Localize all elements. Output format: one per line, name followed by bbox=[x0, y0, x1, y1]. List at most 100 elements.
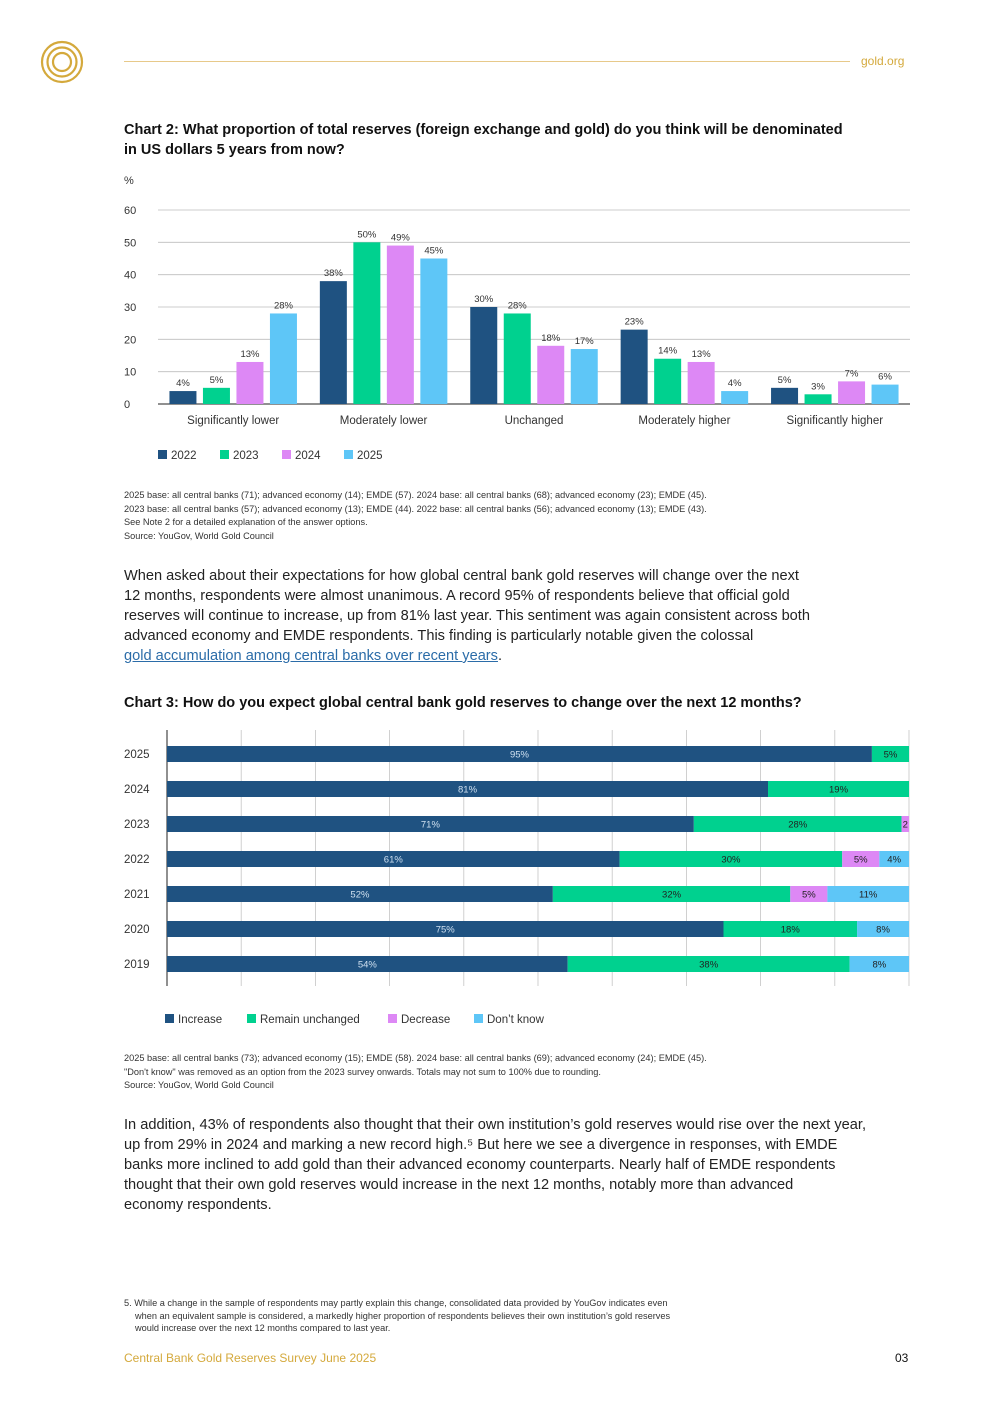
data-label: 54% bbox=[358, 960, 378, 971]
data-label: 75% bbox=[436, 925, 456, 936]
chart3-source-line: Source: YouGov, World Gold Council bbox=[124, 1080, 274, 1090]
bar-segment bbox=[619, 851, 843, 867]
data-label: 5% bbox=[778, 375, 792, 386]
bar-segment bbox=[167, 921, 724, 937]
legend-swatch bbox=[474, 1014, 483, 1023]
data-label: 23% bbox=[625, 317, 645, 328]
bar-2022 bbox=[319, 281, 347, 404]
y-tick-label: 50 bbox=[124, 237, 136, 249]
legend-label: Remain unchanged bbox=[260, 1014, 360, 1026]
chart2-title: Chart 2: What proportion of total reserv… bbox=[124, 120, 904, 160]
legend-label: Don’t know bbox=[487, 1014, 545, 1026]
y-tick-label: 2021 bbox=[124, 889, 150, 901]
data-label: 11% bbox=[859, 890, 878, 901]
legend-label: 2023 bbox=[233, 450, 259, 462]
bar-2025 bbox=[420, 258, 448, 404]
data-label: 45% bbox=[424, 246, 444, 257]
chart3-stacked-bar-chart: 2025 95% 5% 2024 81% 19% 2023 71% 28% 2 2022 61% 30%… bbox=[124, 730, 910, 1026]
bar-segment bbox=[849, 956, 909, 972]
world-gold-council-logo-icon bbox=[40, 40, 84, 84]
bar-2025 bbox=[570, 349, 598, 404]
footer-publication-title: Central Bank Gold Reserves Survey June 2… bbox=[124, 1351, 377, 1365]
chart2-notes: 2025 base: all central banks (71); advan… bbox=[124, 489, 884, 543]
x-tick-label: Moderately higher bbox=[638, 415, 730, 427]
y-tick-label: 30 bbox=[124, 302, 136, 314]
bar-segment bbox=[693, 816, 902, 832]
y-tick-label: 2025 bbox=[124, 749, 150, 761]
bar-2022 bbox=[771, 387, 799, 404]
y-tick-label: 20 bbox=[124, 334, 136, 346]
chart3-note-line: "Don't know" was removed as an option fr… bbox=[124, 1066, 601, 1077]
legend-label: Decrease bbox=[401, 1014, 450, 1026]
x-tick-label: Moderately lower bbox=[340, 415, 428, 427]
chart3-title: Chart 3: How do you expect global centra… bbox=[124, 695, 802, 711]
bar-segment bbox=[723, 921, 858, 937]
y-tick-label: 2023 bbox=[124, 819, 150, 831]
bar-2023 bbox=[654, 358, 682, 404]
bar-segment bbox=[871, 746, 909, 762]
bar-segment bbox=[167, 851, 620, 867]
data-label: 4% bbox=[887, 855, 901, 866]
data-label: 5% bbox=[210, 375, 224, 386]
data-label: 49% bbox=[391, 233, 411, 244]
y-tick-label: 60 bbox=[124, 205, 136, 217]
x-tick-label: Significantly higher bbox=[787, 415, 884, 427]
bar-segment bbox=[167, 746, 872, 762]
bar-segment bbox=[167, 816, 694, 832]
y-tick-label: 0 bbox=[124, 399, 130, 411]
chart2-source-line: Source: YouGov, World Gold Council bbox=[124, 530, 274, 541]
bar-2024 bbox=[838, 381, 866, 404]
bar-segment bbox=[790, 886, 828, 902]
data-label: 32% bbox=[662, 890, 682, 901]
footnote: 5. While a change in the sample of respo… bbox=[124, 1297, 824, 1335]
data-label: 4% bbox=[728, 378, 742, 389]
bar-segment bbox=[827, 886, 909, 902]
x-tick-label: Unchanged bbox=[505, 415, 564, 427]
bar-segment bbox=[167, 956, 568, 972]
bar-2023 bbox=[804, 394, 832, 404]
data-label: 18% bbox=[541, 333, 561, 344]
data-label: 19% bbox=[829, 785, 849, 796]
data-label: 50% bbox=[357, 229, 377, 240]
chart3-notes: 2025 base: all central banks (73); advan… bbox=[124, 1052, 884, 1093]
data-label: 6% bbox=[878, 372, 892, 383]
data-label: 5% bbox=[802, 890, 816, 901]
data-label: 95% bbox=[510, 750, 530, 761]
bar-2023 bbox=[353, 242, 381, 404]
data-label: 2 bbox=[903, 820, 908, 831]
bar-segment bbox=[901, 816, 909, 832]
bar-segment bbox=[768, 781, 909, 797]
chart2-note-line: 2025 base: all central banks (71); advan… bbox=[124, 490, 707, 500]
paragraph-line: advanced economy and EMDE respondents. T… bbox=[124, 628, 754, 644]
data-label: 7% bbox=[845, 368, 859, 379]
bar-segment bbox=[167, 886, 553, 902]
gold-org-link[interactable]: gold.org bbox=[861, 54, 905, 68]
body-paragraph-1: When asked about their expectations for … bbox=[124, 566, 914, 666]
chart2-note-line: See Note 2 for a detailed explanation of… bbox=[124, 517, 368, 527]
data-label: 61% bbox=[384, 855, 404, 866]
legend-swatch bbox=[282, 450, 291, 459]
legend-label: Increase bbox=[178, 1014, 222, 1026]
legend-swatch bbox=[344, 450, 353, 459]
paragraph-line: reserves will continue to increase, up f… bbox=[124, 608, 810, 624]
data-label: 5% bbox=[854, 855, 868, 866]
data-label: 28% bbox=[508, 300, 528, 311]
y-tick-label: 2022 bbox=[124, 854, 150, 866]
data-label: 28% bbox=[788, 820, 808, 831]
data-label: 52% bbox=[350, 890, 370, 901]
data-label: 8% bbox=[872, 960, 886, 971]
paragraph-line: thought that their own gold reserves wou… bbox=[124, 1177, 794, 1193]
bar-segment bbox=[567, 956, 850, 972]
data-label: 30% bbox=[721, 855, 741, 866]
chart2-bar-chart: % 0 10 20 30 40 50 60 4% 5% 13% 28% Significantly lo… bbox=[124, 175, 910, 462]
gold-accumulation-link[interactable]: gold accumulation among central banks ov… bbox=[124, 648, 498, 664]
body-paragraph-2: In addition, 43% of respondents also tho… bbox=[124, 1115, 914, 1215]
y-axis-unit-label: % bbox=[124, 175, 134, 187]
data-label: 8% bbox=[876, 925, 890, 936]
bar-segment bbox=[167, 781, 769, 797]
data-label: 4% bbox=[176, 378, 190, 389]
paragraph-line: up from 29% in 2024 and marking a new re… bbox=[124, 1137, 838, 1153]
bar-segment bbox=[842, 851, 880, 867]
x-tick-label: Significantly lower bbox=[187, 415, 279, 427]
bar-2024 bbox=[687, 361, 715, 404]
